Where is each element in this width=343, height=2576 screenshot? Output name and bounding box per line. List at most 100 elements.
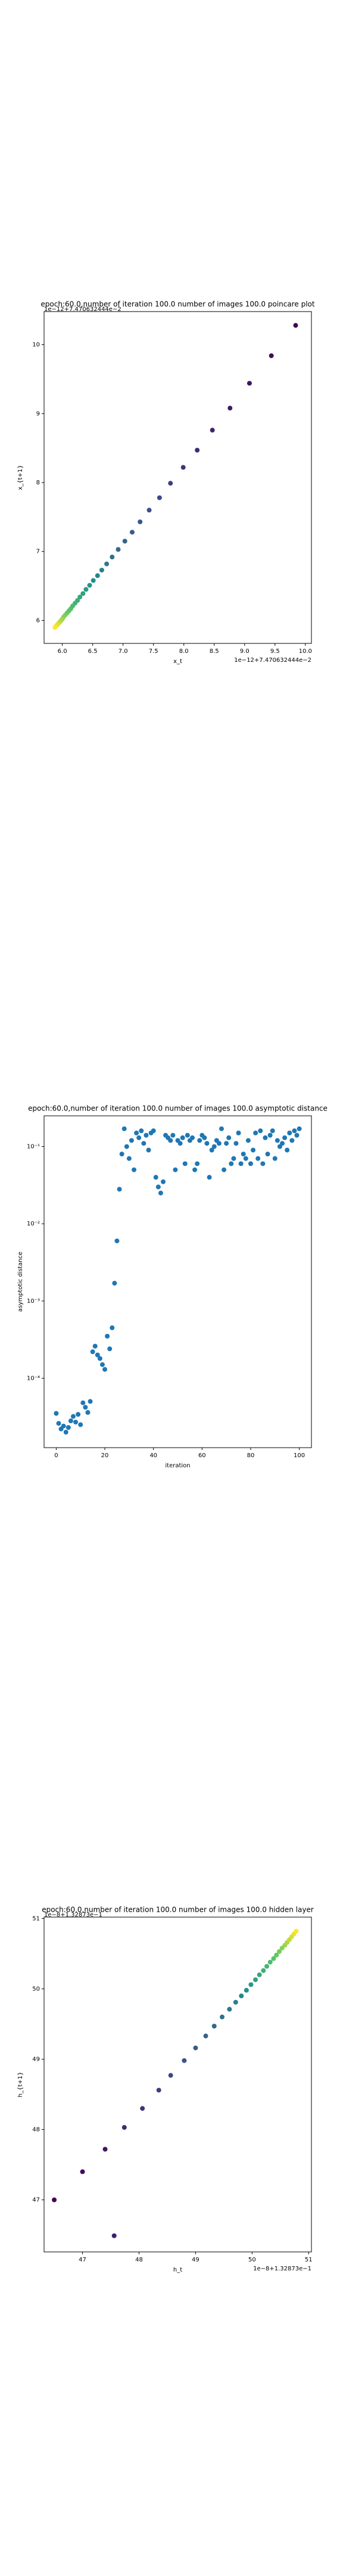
point bbox=[168, 481, 173, 486]
x-axis-label: x_t bbox=[173, 658, 182, 665]
x-tick-label: 47 bbox=[79, 2257, 86, 2263]
y-axis-label: x_{t+1} bbox=[17, 465, 24, 490]
point bbox=[269, 353, 274, 359]
point bbox=[238, 1161, 244, 1166]
point bbox=[156, 2087, 161, 2093]
point bbox=[276, 1949, 282, 1954]
point bbox=[209, 1147, 214, 1153]
point bbox=[95, 573, 100, 578]
point bbox=[275, 1138, 280, 1143]
point bbox=[132, 1167, 137, 1172]
point bbox=[219, 1126, 224, 1131]
point bbox=[66, 1425, 71, 1430]
y-offset-label: 1e−8+1.32873e−1 bbox=[44, 1912, 102, 1918]
chart-title: epoch:60.0,number of iteration 100.0 num… bbox=[28, 1105, 328, 1113]
point bbox=[88, 1399, 93, 1404]
y-tick-label: 9 bbox=[36, 410, 40, 417]
point bbox=[73, 1420, 79, 1425]
point bbox=[220, 2014, 225, 2020]
x-tick-label: 8.0 bbox=[179, 648, 189, 655]
point bbox=[99, 1362, 105, 1367]
point bbox=[251, 1147, 256, 1153]
chart-title: epoch:60.0,number of iteration 100.0 num… bbox=[42, 1906, 314, 1914]
point bbox=[153, 1175, 158, 1180]
point bbox=[83, 587, 89, 592]
x-tick-label: 7.0 bbox=[119, 648, 128, 655]
point bbox=[80, 591, 86, 596]
y-tick-label: 10⁻⁴ bbox=[27, 1375, 40, 1382]
y-tick-label: 7 bbox=[36, 549, 40, 555]
point bbox=[173, 1167, 178, 1172]
point bbox=[95, 1352, 100, 1358]
point bbox=[289, 1138, 295, 1143]
point bbox=[248, 1161, 253, 1166]
point bbox=[102, 1367, 108, 1372]
x-tick-label: 50 bbox=[248, 2257, 256, 2263]
point bbox=[157, 495, 162, 500]
point bbox=[111, 2233, 117, 2238]
point bbox=[297, 1126, 302, 1131]
point bbox=[292, 1128, 297, 1134]
point bbox=[229, 1161, 234, 1166]
point bbox=[253, 1130, 258, 1135]
point bbox=[129, 530, 135, 535]
point bbox=[280, 1141, 285, 1146]
point bbox=[161, 1179, 166, 1184]
point bbox=[91, 578, 96, 583]
y-tick-label: 48 bbox=[32, 2127, 40, 2133]
y-tick-label: 10⁻³ bbox=[27, 1298, 40, 1305]
point bbox=[78, 1422, 83, 1427]
y-tick-label: 50 bbox=[32, 1986, 40, 1992]
x-tick-label: 9.0 bbox=[240, 648, 250, 655]
y-tick-label: 47 bbox=[32, 2197, 40, 2204]
chart-title: epoch:60.0,number of iteration 100.0 num… bbox=[40, 300, 314, 309]
point bbox=[99, 567, 104, 573]
point bbox=[80, 2169, 85, 2174]
point bbox=[258, 1128, 263, 1134]
x-tick-label: 48 bbox=[135, 2257, 143, 2263]
point bbox=[77, 595, 83, 600]
x-tick-label: 49 bbox=[192, 2257, 199, 2263]
point bbox=[287, 1130, 292, 1135]
point bbox=[253, 1977, 258, 1983]
point bbox=[136, 1135, 142, 1140]
y-tick-label: 51 bbox=[32, 1915, 40, 1922]
y-offset-label: 1e−12+7.470632444e−2 bbox=[44, 306, 121, 313]
point bbox=[112, 1280, 117, 1286]
x-tick-label: 9.5 bbox=[270, 648, 280, 655]
x-tick-label: 8.5 bbox=[210, 648, 219, 655]
point bbox=[146, 508, 152, 513]
point bbox=[177, 1141, 183, 1146]
point bbox=[146, 1147, 151, 1153]
point bbox=[272, 1156, 277, 1161]
point bbox=[119, 1152, 124, 1157]
point bbox=[243, 1156, 248, 1161]
point bbox=[267, 1133, 273, 1138]
point bbox=[260, 1161, 266, 1166]
x-tick-label: 0 bbox=[54, 1452, 58, 1459]
x-tick-label: 6.5 bbox=[88, 648, 98, 655]
x-tick-label: 80 bbox=[247, 1452, 255, 1459]
point bbox=[222, 1167, 227, 1172]
point bbox=[134, 1130, 139, 1135]
point bbox=[182, 2058, 187, 2063]
point bbox=[245, 1138, 251, 1143]
point bbox=[233, 1141, 239, 1146]
point bbox=[83, 1405, 88, 1410]
point bbox=[76, 1412, 81, 1417]
point bbox=[261, 1968, 266, 1973]
point bbox=[231, 1156, 236, 1161]
point bbox=[226, 1135, 232, 1140]
point bbox=[211, 2024, 217, 2029]
point bbox=[114, 1238, 120, 1243]
y-tick-label: 10⁻¹ bbox=[27, 1144, 40, 1150]
x-tick-label: 60 bbox=[198, 1452, 206, 1459]
point bbox=[138, 519, 143, 524]
point bbox=[244, 1987, 249, 1993]
point bbox=[102, 2146, 108, 2152]
point bbox=[216, 1141, 222, 1146]
point bbox=[87, 583, 92, 588]
point bbox=[247, 381, 252, 386]
point bbox=[189, 1135, 195, 1140]
x-tick-label: 10.0 bbox=[299, 648, 312, 655]
